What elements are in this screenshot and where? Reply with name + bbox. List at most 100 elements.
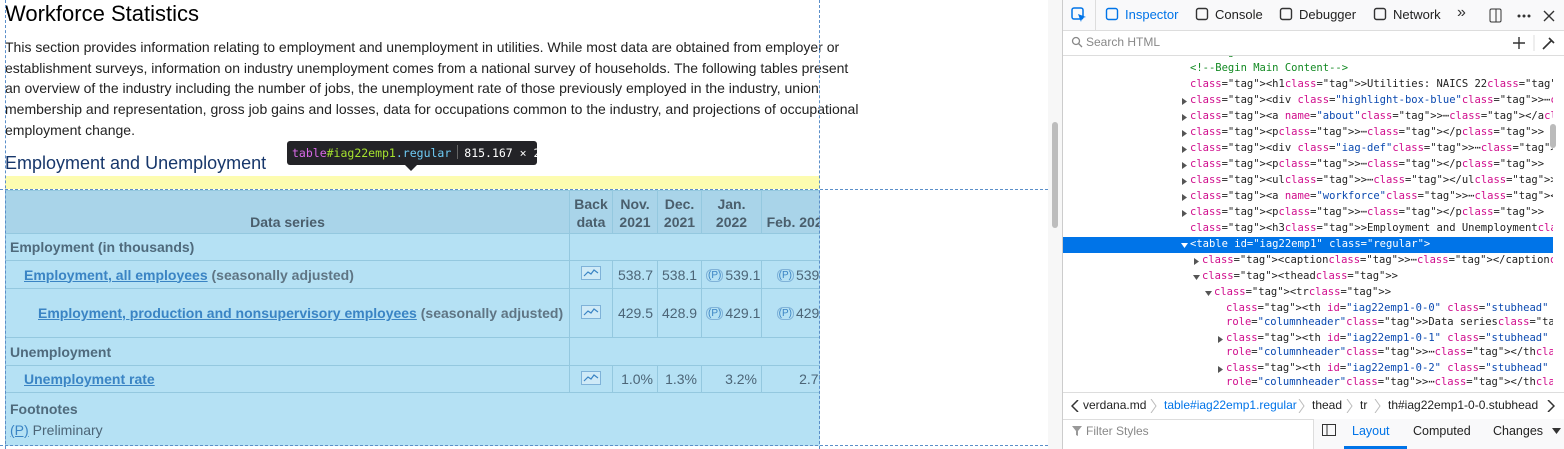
value-cell: 1.3% (657, 365, 702, 393)
preliminary-mark: (P) (776, 307, 794, 320)
footnote-row: Footnotes (P) Preliminary (5, 392, 820, 446)
series-link[interactable]: Employment, production and nonsupervisor… (38, 305, 417, 321)
tree-node[interactable]: <!--Begin Main Content--> (1063, 61, 1553, 77)
tree-node[interactable]: class="tag"><div class="highlight-box-bl… (1063, 93, 1553, 109)
chart-icon[interactable] (581, 266, 601, 280)
tree-node[interactable]: class="tag"><a name="workforce"class="ta… (1063, 189, 1553, 205)
tab-label: Console (1215, 7, 1263, 22)
node-text: role="columnheader"class="tag">>⋯class="… (1226, 376, 1553, 388)
tree-node[interactable]: class="tag"><theadclass="tag">> (1063, 269, 1553, 285)
devtools-tab[interactable]: Network (1373, 0, 1441, 30)
tree-node[interactable]: class="tag"><trclass="tag">> (1063, 285, 1553, 301)
tree-node[interactable]: <!--Begin Main Content--> (1063, 56, 1553, 61)
tree-node[interactable]: class="tag"><ulclass="tag">>⋯class="tag"… (1063, 173, 1553, 189)
value-cell: 2.7% (761, 365, 820, 393)
breadcrumb[interactable]: th#iag22emp1-0-0.stubhead (1388, 398, 1539, 412)
tooltip-class: .regular (395, 146, 452, 160)
tree-scrollbar[interactable] (1550, 124, 1556, 148)
tree-node[interactable]: class="tag"><th id="iag22emp1-0-2" class… (1063, 361, 1553, 391)
selected-node[interactable]: <table id="iag22emp1" class="regular"> (1063, 237, 1553, 253)
toolbar-icons[interactable] (1488, 8, 1558, 24)
series-link[interactable]: Unemployment rate (24, 371, 155, 387)
page-scrollbar[interactable] (1048, 0, 1062, 449)
table-foot: Footnotes (P) Preliminary (5, 392, 820, 446)
chart-icon[interactable] (581, 304, 601, 319)
expand-arrow[interactable] (1181, 194, 1188, 201)
picker-button[interactable] (1071, 7, 1087, 23)
crumb-scroll-left[interactable] (1071, 400, 1079, 412)
pane-tab[interactable]: Changes (1493, 424, 1544, 438)
pane-tab[interactable]: Computed (1413, 424, 1471, 438)
node-text: class="tag"><theadclass="tag">> (1202, 270, 1398, 282)
table-row: Employment, production and nonsupervisor… (5, 288, 820, 338)
footnote-mark[interactable]: (P) (10, 422, 29, 438)
value-cell: (P)429.5 (761, 288, 820, 338)
breadcrumb[interactable]: tr (1360, 398, 1368, 412)
expand-arrow[interactable] (1217, 336, 1224, 343)
expand-arrow[interactable] (1193, 258, 1200, 265)
node-text: class="tag"><h3class="tag">>Employment a… (1190, 222, 1553, 234)
node-text: class="tag"><pclass="tag">>⋯class="tag">… (1190, 206, 1545, 218)
chart-icon[interactable] (581, 370, 601, 385)
section-label: Employment (in thousands) (5, 233, 570, 261)
breadcrumb[interactable]: verdana.md (1083, 398, 1147, 412)
expand-arrow[interactable] (1181, 162, 1188, 169)
expand-arrow[interactable] (1181, 178, 1188, 185)
value-cell: 538.1 (657, 260, 702, 289)
more-tabs[interactable]: » (1457, 4, 1466, 21)
expand-arrow[interactable] (1181, 130, 1188, 137)
devtools: Inspector Console Debugger Network » Search… (1062, 0, 1564, 449)
tree-node[interactable]: class="tag"><h3class="tag">>Employment a… (1063, 221, 1553, 237)
series-link[interactable]: Employment, all employees (24, 266, 208, 283)
expand-arrow[interactable] (1217, 366, 1224, 373)
intro-paragraph: This section provides information relati… (5, 39, 859, 138)
value: 2.7% (799, 371, 820, 387)
guide-line (819, 0, 820, 449)
expand-arrow[interactable] (1181, 98, 1188, 105)
tree-node[interactable]: class="tag"><th id="iag22emp1-0-0" class… (1063, 301, 1553, 331)
column-header: Back data (569, 190, 613, 234)
preliminary-mark: (P) (776, 268, 794, 282)
crumb-scroll-right[interactable] (1547, 400, 1555, 412)
tree-node[interactable]: class="tag"><pclass="tag">>⋯class="tag">… (1063, 205, 1553, 221)
tooltip-tag: table (292, 146, 327, 160)
expand-arrow[interactable] (1181, 146, 1188, 153)
expand-arrow[interactable] (1181, 242, 1188, 249)
node-text: class="tag"><a name="workforce"class="ta… (1190, 190, 1553, 202)
expand-arrow[interactable] (1205, 290, 1212, 297)
value: 1.0% (621, 371, 653, 387)
value: 429.5 (617, 305, 653, 321)
tree-node[interactable]: class="tag"><a name="about"class="tag">>… (1063, 109, 1553, 125)
node-text: class="tag"><ulclass="tag">>⋯class="tag"… (1190, 174, 1553, 186)
value: 539.1 (795, 266, 820, 283)
tree-node[interactable]: class="tag"><div class="iag-def"class="t… (1063, 141, 1553, 157)
search-bar[interactable]: Search HTML (1063, 31, 1564, 56)
search-placeholder: Search HTML (1086, 35, 1161, 49)
expand-arrow[interactable] (1193, 274, 1200, 281)
value-cell: 428.9 (657, 288, 702, 338)
column-header: Dec. 2021 (657, 190, 702, 234)
expand-arrow[interactable] (1181, 114, 1188, 121)
value-cell: 538.7 (612, 260, 658, 289)
series-cell: Unemployment rate (5, 365, 570, 393)
node-text: class="tag"><th id="iag22emp1-0-0" class… (1226, 302, 1549, 314)
value: 429.5 (795, 305, 820, 321)
breadcrumb[interactable]: table#iag22emp1.regular (1164, 398, 1297, 412)
devtools-tab[interactable]: Console (1195, 0, 1263, 30)
tree-node[interactable]: class="tag"><th id="iag22emp1-0-1" class… (1063, 331, 1553, 361)
node-text: class="tag"><a name="about"class="tag">>… (1190, 110, 1553, 122)
filter-placeholder[interactable]: Filter Styles (1086, 424, 1149, 438)
table-row: Unemployment (5, 337, 820, 366)
breadcrumbs: verdana.md table#iag22emp1.regular thead tr… (1063, 392, 1564, 420)
expand-arrow[interactable] (1181, 210, 1188, 217)
tree-node[interactable]: class="tag"><pclass="tag">>⋯class="tag">… (1063, 125, 1553, 141)
tree-node[interactable]: class="tag"><h1class="tag">>Utilities: N… (1063, 77, 1553, 93)
breadcrumb[interactable]: thead (1312, 398, 1343, 412)
pane-tab[interactable]: Layout (1352, 424, 1390, 438)
tree-node[interactable]: class="tag"><pclass="tag">>⋯class="tag">… (1063, 157, 1553, 173)
tree-node[interactable]: class="tag"><captionclass="tag">>⋯class=… (1063, 253, 1553, 269)
devtools-tab[interactable]: Debugger (1279, 0, 1356, 30)
series-note: (seasonally adjusted) (211, 266, 354, 283)
section-fill (569, 233, 820, 261)
devtools-tab[interactable]: Inspector (1105, 0, 1178, 30)
